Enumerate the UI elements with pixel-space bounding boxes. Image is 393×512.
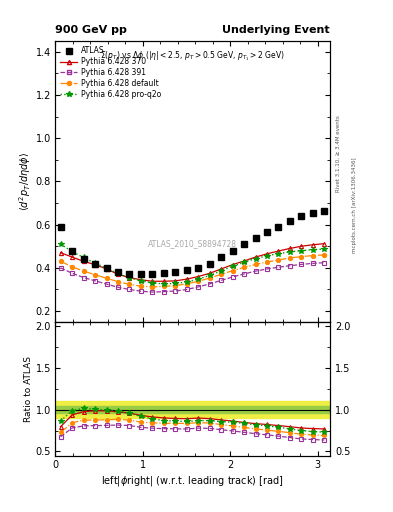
Y-axis label: Ratio to ATLAS: Ratio to ATLAS — [24, 356, 33, 422]
Bar — [55, 407, 330, 413]
Bar — [55, 401, 330, 418]
Text: ATLAS_2010_S8894728: ATLAS_2010_S8894728 — [148, 239, 237, 248]
Text: 900 GeV pp: 900 GeV pp — [55, 25, 127, 35]
Text: Rivet 3.1.10, ≥ 3.4M events: Rivet 3.1.10, ≥ 3.4M events — [336, 115, 341, 192]
Text: Underlying Event: Underlying Event — [222, 25, 330, 35]
Text: mcplots.cern.ch [arXiv:1306.3436]: mcplots.cern.ch [arXiv:1306.3436] — [352, 157, 357, 252]
X-axis label: left|$\phi$right| (w.r.t. leading track) [rad]: left|$\phi$right| (w.r.t. leading track)… — [101, 474, 284, 488]
Legend: ATLAS, Pythia 6.428 370, Pythia 6.428 391, Pythia 6.428 default, Pythia 6.428 pr: ATLAS, Pythia 6.428 370, Pythia 6.428 39… — [58, 44, 163, 101]
Text: $\Sigma(p_T)$ vs $\Delta\phi$ ($|\eta| < 2.5$, $p_T > 0.5$ GeV, $p_{T_1} > 2$ Ge: $\Sigma(p_T)$ vs $\Delta\phi$ ($|\eta| <… — [100, 49, 285, 63]
Y-axis label: $\langle d^2 p_T/d\eta d\phi\rangle$: $\langle d^2 p_T/d\eta d\phi\rangle$ — [17, 152, 33, 211]
